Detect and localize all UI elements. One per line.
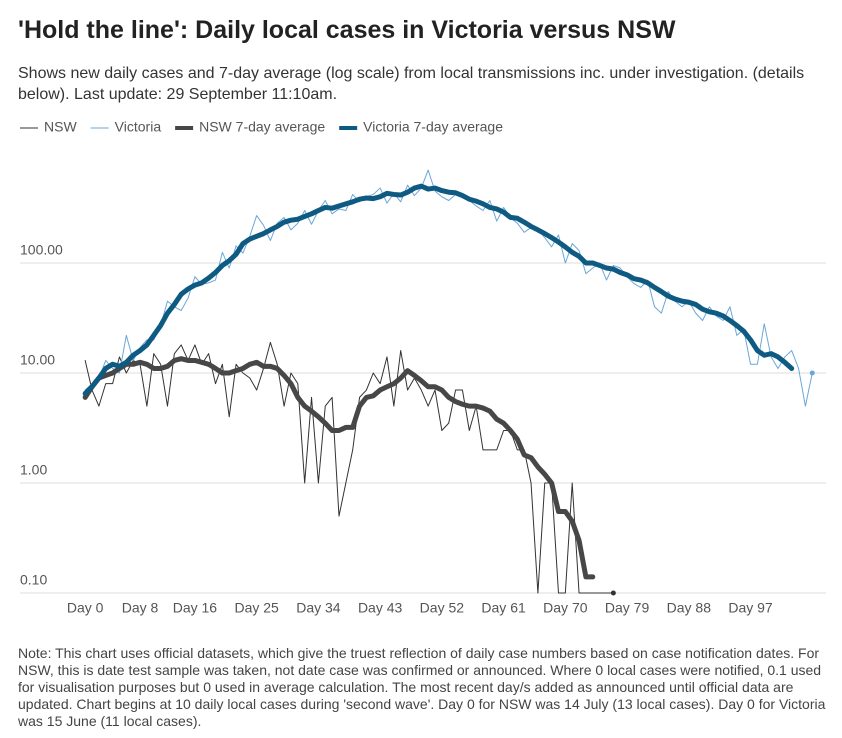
y-tick-label: 100.00 [20,242,63,258]
x-tick-label: Day 16 [173,600,218,616]
legend-label: NSW [44,119,77,135]
x-tick-label: Day 34 [296,600,341,616]
legend-label: NSW 7-day average [199,119,325,135]
legend-label: Victoria 7-day average [363,119,503,135]
y-tick-label: 10.00 [20,352,55,368]
y-tick-label: 1.00 [20,462,47,478]
x-tick-label: Day 70 [543,600,588,616]
legend-label: Victoria [115,119,162,135]
series-line [82,183,795,397]
x-tick-label: Day 52 [420,600,465,616]
y-tick-label: 0.10 [20,572,47,588]
x-tick-label: Day 61 [481,600,526,616]
end-dot [610,590,616,596]
series-line [82,356,596,580]
chart-subtitle: Shows new daily cases and 7-day average … [18,65,805,103]
chart-title: 'Hold the line': Daily local cases in Vi… [18,16,676,44]
x-tick-label: Day 8 [122,600,159,616]
x-tick-label: Day 0 [67,600,104,616]
x-tick-label: Day 43 [358,600,403,616]
x-tick-label: Day 25 [234,600,279,616]
chart-note: Note: This chart uses official datasets,… [18,645,826,729]
series-line [84,341,614,594]
x-tick-label: Day 88 [667,600,712,616]
end-dot [809,370,815,376]
x-tick-label: Day 79 [605,600,650,616]
x-tick-label: Day 97 [728,600,773,616]
